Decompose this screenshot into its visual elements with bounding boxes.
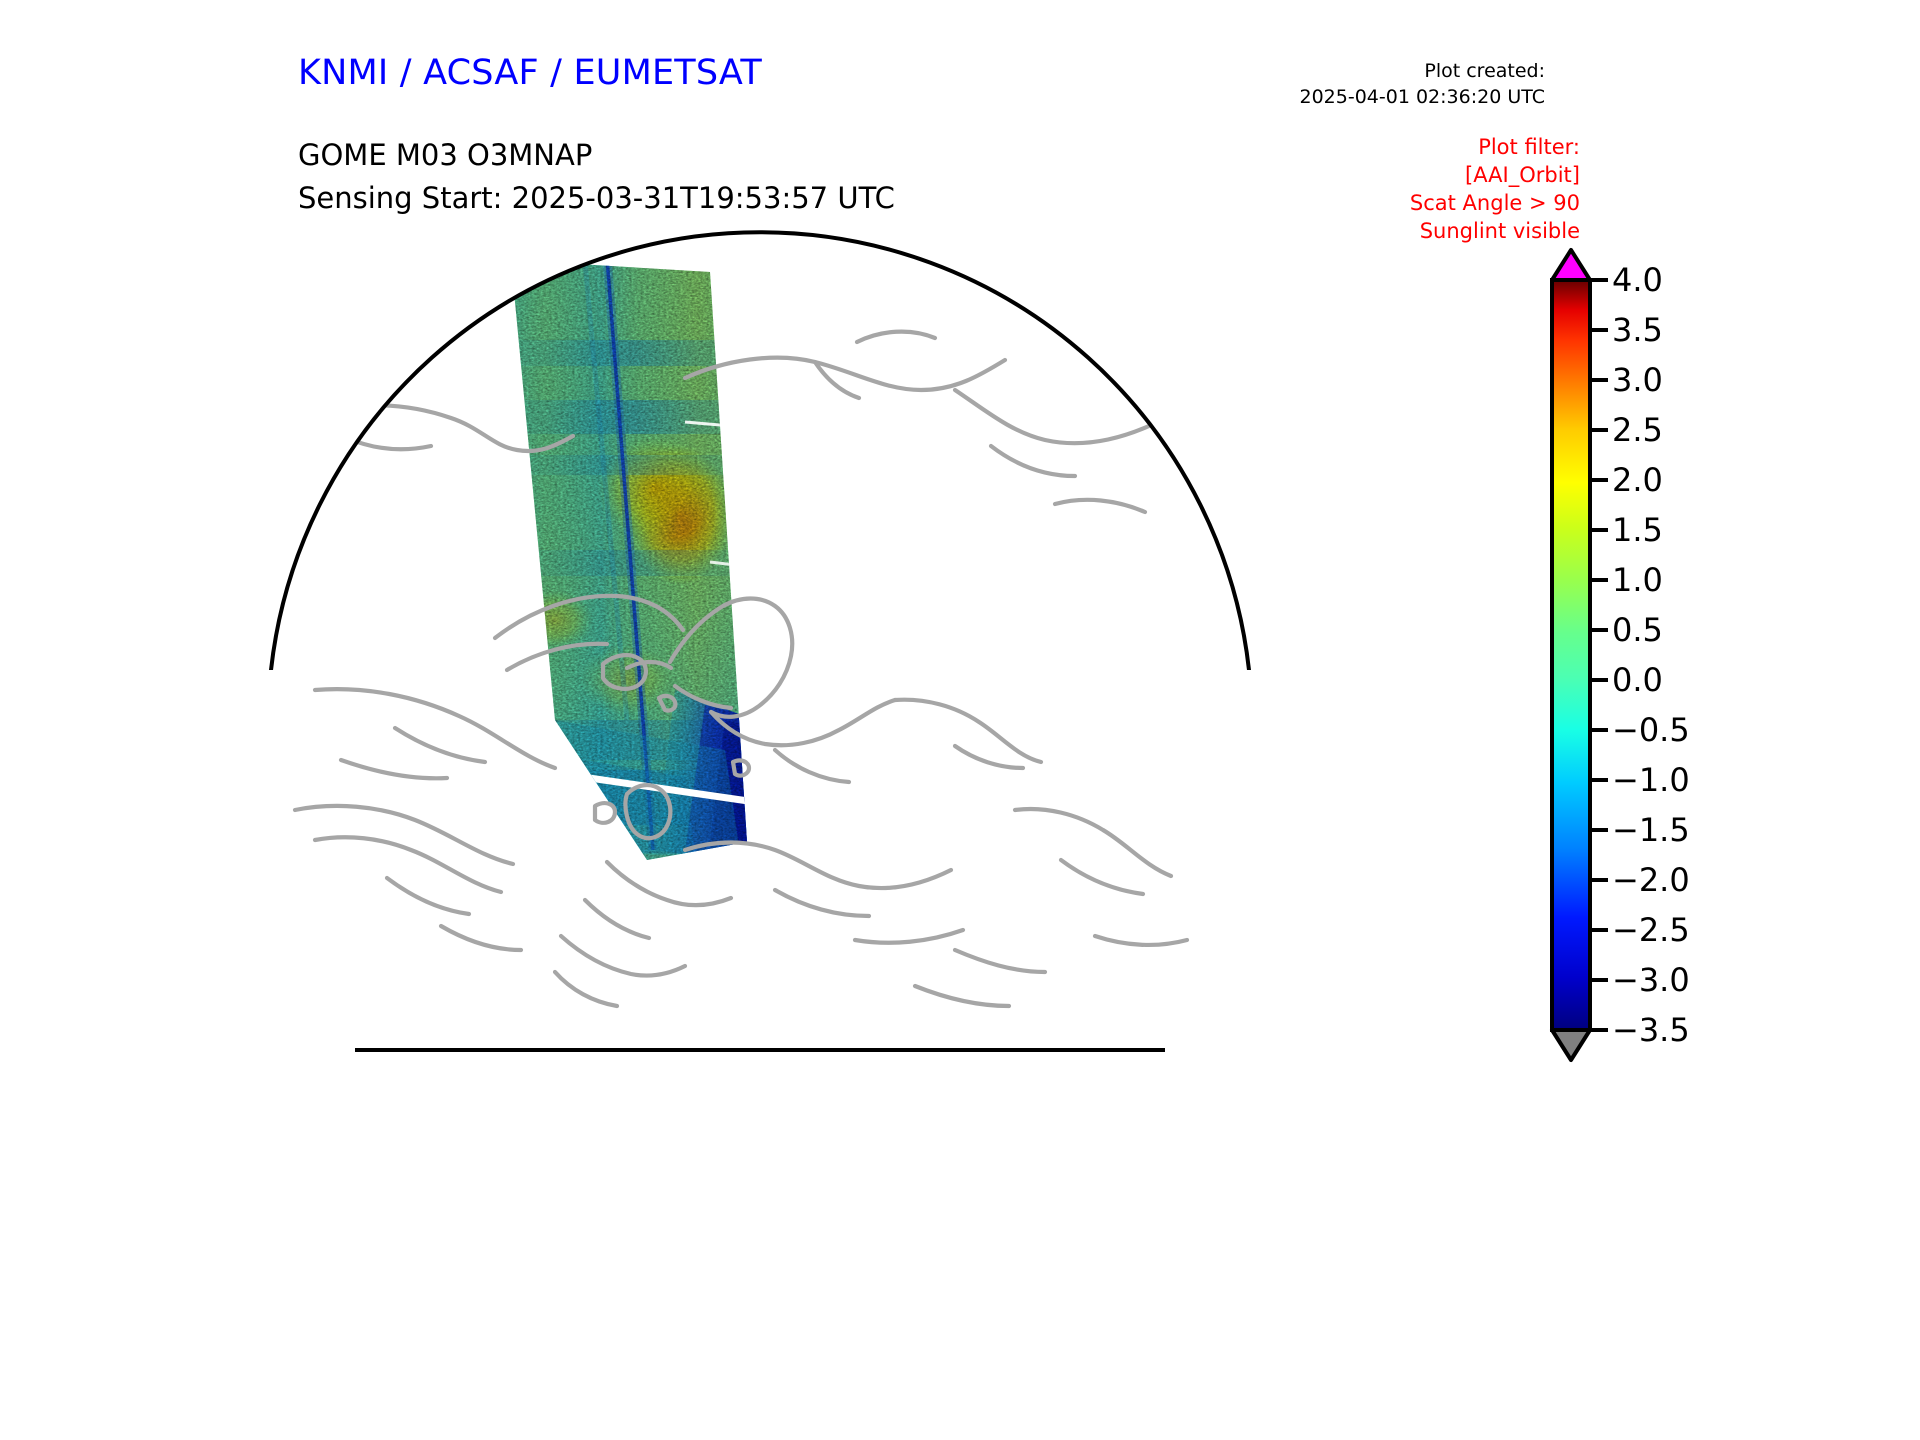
colorbar-tick-label-11: −1.5 bbox=[1612, 811, 1690, 849]
satellite-swath bbox=[511, 260, 747, 860]
colorbar-tick-label-5: 1.5 bbox=[1612, 511, 1663, 549]
colorbar-ticks bbox=[1590, 278, 1608, 1032]
colorbar-tick-label-14: −3.0 bbox=[1612, 961, 1690, 999]
colorbar-tick-label-1: 3.5 bbox=[1612, 311, 1663, 349]
plot-filter-block: Plot filter: [AAI_Orbit] Scat Angle > 90… bbox=[1410, 133, 1580, 245]
coastlines bbox=[292, 329, 1190, 1009]
colorbar-gradient-bar bbox=[1550, 278, 1592, 1032]
colorbar-tick-label-13: −2.5 bbox=[1612, 911, 1690, 949]
product-name: GOME M03 O3MNAP bbox=[298, 138, 593, 172]
organisation-title: KNMI / ACSAF / EUMETSAT bbox=[298, 53, 762, 93]
plot-created-block: Plot created: 2025-04-01 02:36:20 UTC bbox=[1300, 58, 1546, 110]
colorbar-under-arrow bbox=[1550, 1028, 1592, 1062]
colorbar-tick-label-12: −2.0 bbox=[1612, 861, 1690, 899]
plot-filter-line-1: Scat Angle > 90 bbox=[1409, 191, 1580, 215]
colorbar-svg bbox=[1550, 248, 1608, 1062]
colorbar-tick-label-10: −1.0 bbox=[1612, 761, 1690, 799]
plot-created-label: Plot created: bbox=[1424, 60, 1545, 82]
colorbar-tick-label-3: 2.5 bbox=[1612, 411, 1663, 449]
colorbar-tick-label-6: 1.0 bbox=[1612, 561, 1663, 599]
map-boundary bbox=[267, 230, 1253, 1054]
colorbar[interactable]: 4.0 3.5 3.0 2.5 2.0 1.5 1.0 0.5 0.0 −0.5… bbox=[1548, 248, 1888, 1090]
plot-filter-line-0: [AAI_Orbit] bbox=[1465, 163, 1580, 187]
colorbar-tick-label-9: −0.5 bbox=[1612, 711, 1690, 749]
colorbar-tick-label-0: 4.0 bbox=[1612, 261, 1663, 299]
colorbar-tick-label-7: 0.5 bbox=[1612, 611, 1663, 649]
plot-created-value: 2025-04-01 02:36:20 UTC bbox=[1299, 86, 1546, 108]
colorbar-tick-label-2: 3.0 bbox=[1612, 361, 1663, 399]
map-area[interactable] bbox=[255, 230, 1265, 1080]
plot-filter-title: Plot filter: bbox=[1478, 135, 1580, 159]
colorbar-tick-label-15: −3.5 bbox=[1612, 1011, 1690, 1049]
colorbar-over-arrow bbox=[1550, 248, 1592, 282]
colorbar-tick-label-4: 2.0 bbox=[1612, 461, 1663, 499]
map-background bbox=[271, 232, 1249, 1051]
colorbar-tick-label-8: 0.0 bbox=[1612, 661, 1663, 699]
sensing-start-text: Sensing Start: 2025-03-31T19:53:57 UTC bbox=[298, 181, 895, 215]
plot-filter-line-2: Sunglint visible bbox=[1419, 219, 1580, 243]
map-svg bbox=[267, 230, 1253, 1054]
